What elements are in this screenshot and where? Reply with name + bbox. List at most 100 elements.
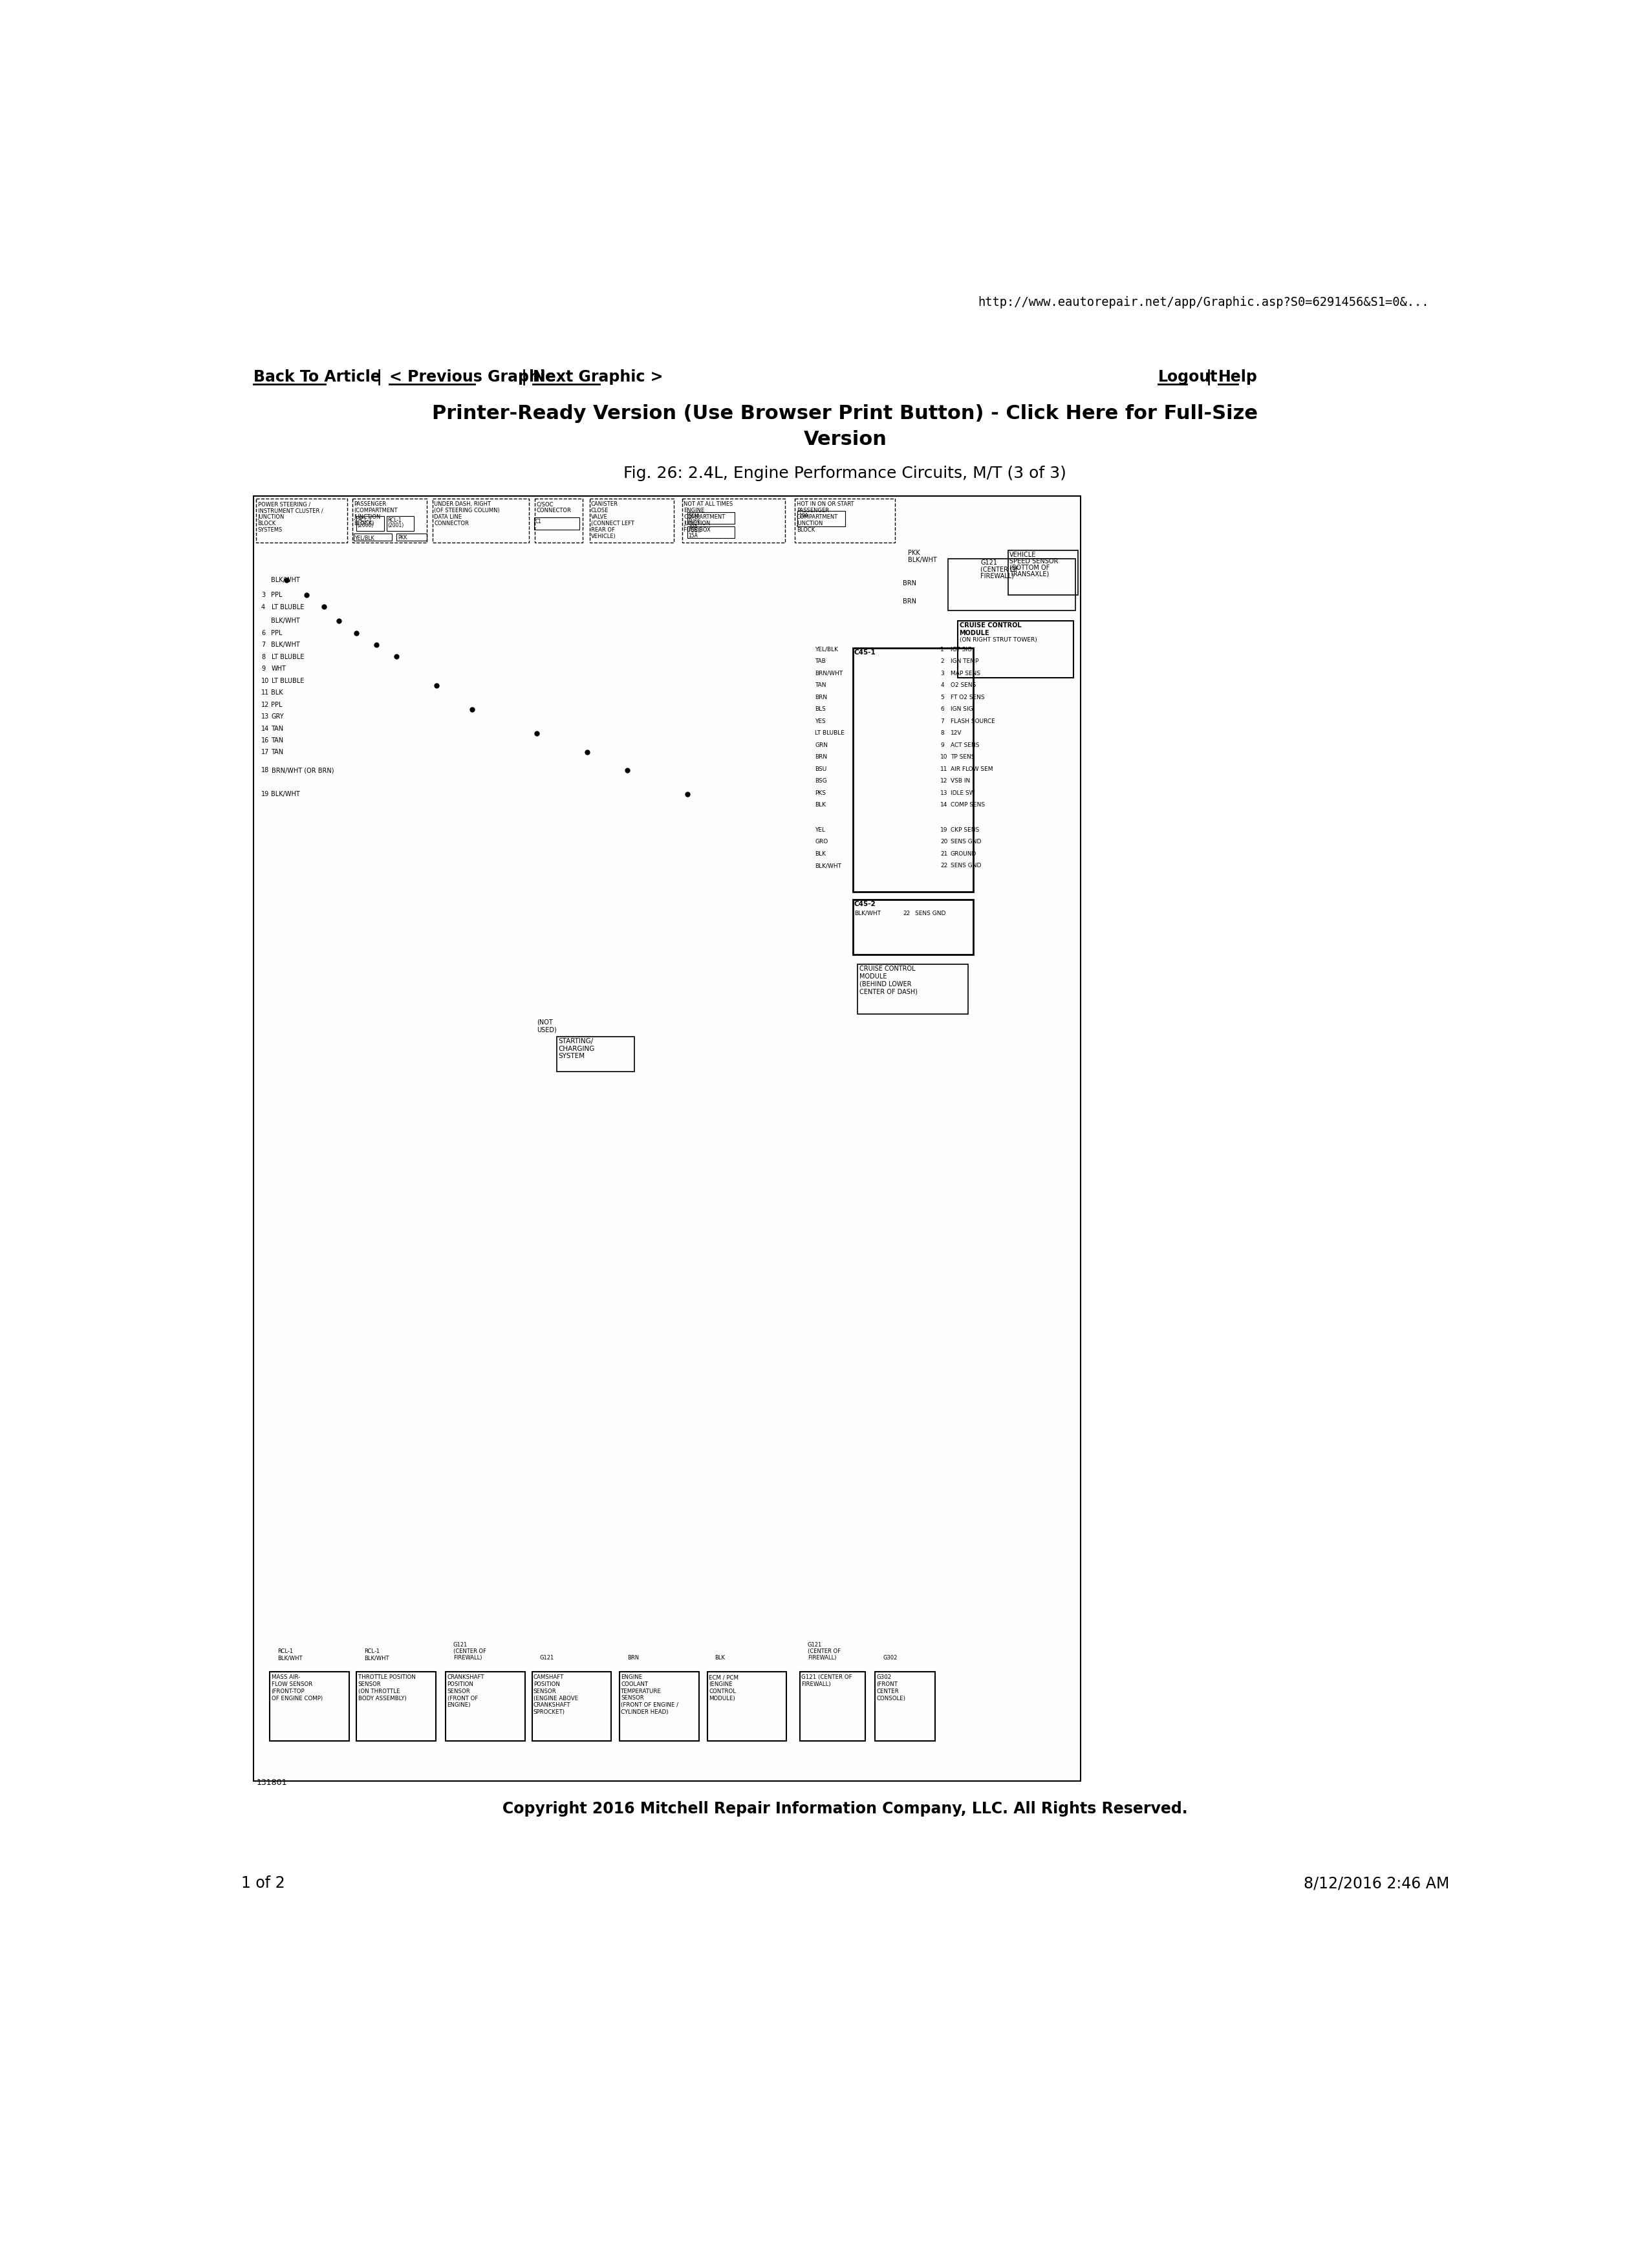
Text: MAP SENS: MAP SENS bbox=[950, 671, 980, 676]
Text: 17: 17 bbox=[261, 748, 269, 755]
Text: 7: 7 bbox=[261, 642, 265, 649]
Text: VEHICLE): VEHICLE) bbox=[590, 533, 617, 540]
Text: 14: 14 bbox=[940, 803, 948, 807]
Text: MODULE: MODULE bbox=[960, 631, 989, 635]
Text: CRUISE CONTROL: CRUISE CONTROL bbox=[859, 966, 915, 973]
Text: POSITION: POSITION bbox=[447, 1681, 473, 1687]
Text: BLOCK): BLOCK) bbox=[355, 522, 374, 526]
Text: (ON RIGHT STRUT TOWER): (ON RIGHT STRUT TOWER) bbox=[960, 637, 1037, 644]
Text: http://www.eautorepair.net/app/Graphic.asp?S0=6291456&S1=0&...: http://www.eautorepair.net/app/Graphic.a… bbox=[978, 297, 1430, 308]
Text: |: | bbox=[516, 370, 533, 386]
Text: Printer-Ready Version (Use Browser Print Button) - Click Here for Full-Size: Printer-Ready Version (Use Browser Print… bbox=[432, 404, 1258, 422]
Bar bbox=[683, 499, 785, 542]
Text: CENTER: CENTER bbox=[877, 1687, 899, 1694]
Text: COMP SENS: COMP SENS bbox=[950, 803, 984, 807]
Text: DATA LINE: DATA LINE bbox=[434, 515, 462, 519]
Bar bbox=[534, 517, 579, 531]
Text: IGN TEMP: IGN TEMP bbox=[950, 658, 978, 665]
Text: 7: 7 bbox=[940, 719, 943, 723]
Text: IDLE SW: IDLE SW bbox=[950, 789, 975, 796]
Text: ENGINE: ENGINE bbox=[684, 508, 704, 513]
Text: BLK/WHT: BLK/WHT bbox=[272, 576, 300, 583]
Text: YEL: YEL bbox=[815, 828, 826, 832]
Text: GRO: GRO bbox=[815, 839, 828, 844]
Text: CLOSE: CLOSE bbox=[590, 508, 608, 513]
Text: FLASH SOURCE: FLASH SOURCE bbox=[950, 719, 994, 723]
Text: FLOW SENSOR: FLOW SENSOR bbox=[272, 1681, 312, 1687]
Text: 16: 16 bbox=[261, 737, 269, 744]
Text: SENSOR: SENSOR bbox=[533, 1687, 556, 1694]
Text: FIREWALL): FIREWALL) bbox=[453, 1656, 482, 1660]
Text: |: | bbox=[371, 370, 388, 386]
Bar bbox=[254, 497, 1080, 1780]
Text: 8: 8 bbox=[261, 653, 265, 660]
Text: G121: G121 bbox=[539, 1656, 554, 1660]
Text: YEL/BLK: YEL/BLK bbox=[815, 646, 838, 653]
Bar bbox=[800, 1672, 866, 1742]
Text: BLK: BLK bbox=[815, 850, 826, 857]
Text: 15A: 15A bbox=[688, 533, 698, 538]
Text: SENS GND: SENS GND bbox=[915, 909, 947, 916]
Text: 3: 3 bbox=[940, 671, 943, 676]
Text: CRANKSHAFT: CRANKSHAFT bbox=[447, 1674, 485, 1681]
Text: G121 (CENTER OF: G121 (CENTER OF bbox=[801, 1674, 853, 1681]
Text: VEHICLE: VEHICLE bbox=[1009, 551, 1036, 558]
Text: TP SENS: TP SENS bbox=[950, 755, 975, 760]
Text: FIREWALL): FIREWALL) bbox=[981, 572, 1014, 578]
Text: 19: 19 bbox=[940, 828, 948, 832]
Text: TAB: TAB bbox=[815, 658, 826, 665]
Bar bbox=[557, 1036, 635, 1070]
Text: PKK: PKK bbox=[397, 535, 407, 540]
Text: PKS: PKS bbox=[815, 789, 826, 796]
Text: SENSOR: SENSOR bbox=[358, 1681, 381, 1687]
Text: CONNECTOR: CONNECTOR bbox=[536, 508, 571, 513]
Text: RCL-1: RCL-1 bbox=[277, 1649, 294, 1653]
Text: 8/12/2016 2:46 AM: 8/12/2016 2:46 AM bbox=[1303, 1876, 1449, 1892]
Text: (FRONT: (FRONT bbox=[877, 1681, 899, 1687]
Text: 10A: 10A bbox=[688, 524, 698, 528]
Text: CONTROL: CONTROL bbox=[709, 1687, 735, 1694]
Bar bbox=[432, 499, 529, 542]
Text: GROUND: GROUND bbox=[950, 850, 976, 857]
Bar bbox=[688, 513, 735, 524]
Text: FT O2 SENS: FT O2 SENS bbox=[950, 694, 984, 701]
Bar bbox=[590, 499, 674, 542]
Text: BRN: BRN bbox=[627, 1656, 638, 1660]
Text: BLS: BLS bbox=[815, 705, 826, 712]
Bar bbox=[688, 526, 735, 538]
Text: SENS GND: SENS GND bbox=[950, 862, 981, 869]
Text: 11: 11 bbox=[261, 689, 269, 696]
Text: G121: G121 bbox=[808, 1642, 821, 1649]
Bar bbox=[256, 499, 348, 542]
Text: TRANSAXLE): TRANSAXLE) bbox=[1009, 572, 1049, 578]
Text: INSTRUMENT CLUSTER /: INSTRUMENT CLUSTER / bbox=[257, 508, 323, 513]
Text: BSU: BSU bbox=[815, 767, 826, 771]
Text: NOT AT ALL TIMES: NOT AT ALL TIMES bbox=[684, 501, 734, 508]
Text: RCL-1: RCL-1 bbox=[388, 517, 402, 524]
Text: USED): USED) bbox=[538, 1027, 557, 1032]
Text: CRUISE CONTROL: CRUISE CONTROL bbox=[960, 621, 1021, 628]
Text: C1: C1 bbox=[536, 519, 543, 524]
Text: TAN: TAN bbox=[272, 748, 284, 755]
Bar bbox=[798, 510, 844, 526]
Bar bbox=[353, 499, 427, 542]
Text: THROTTLE POSITION: THROTTLE POSITION bbox=[358, 1674, 416, 1681]
Text: (ENGINE: (ENGINE bbox=[709, 1681, 732, 1687]
Text: (CONNECT LEFT: (CONNECT LEFT bbox=[590, 522, 635, 526]
Text: 22: 22 bbox=[940, 862, 948, 869]
Text: ACT SENS: ACT SENS bbox=[950, 742, 980, 748]
Bar bbox=[356, 1672, 435, 1742]
Text: 13: 13 bbox=[261, 714, 269, 719]
Text: VALVE: VALVE bbox=[590, 515, 608, 519]
Text: |: | bbox=[1200, 370, 1217, 386]
Bar bbox=[853, 900, 973, 955]
Text: 13: 13 bbox=[940, 789, 948, 796]
Text: PPL: PPL bbox=[272, 631, 282, 637]
Text: SPROCKET): SPROCKET) bbox=[533, 1710, 566, 1715]
Text: POSITION: POSITION bbox=[533, 1681, 559, 1687]
Text: (FRONT-TOP: (FRONT-TOP bbox=[272, 1687, 305, 1694]
Text: 6: 6 bbox=[261, 631, 265, 637]
Text: MASS AIR-: MASS AIR- bbox=[272, 1674, 300, 1681]
Text: C/SOC: C/SOC bbox=[536, 501, 554, 508]
Text: CAMSHAFT: CAMSHAFT bbox=[533, 1674, 564, 1681]
